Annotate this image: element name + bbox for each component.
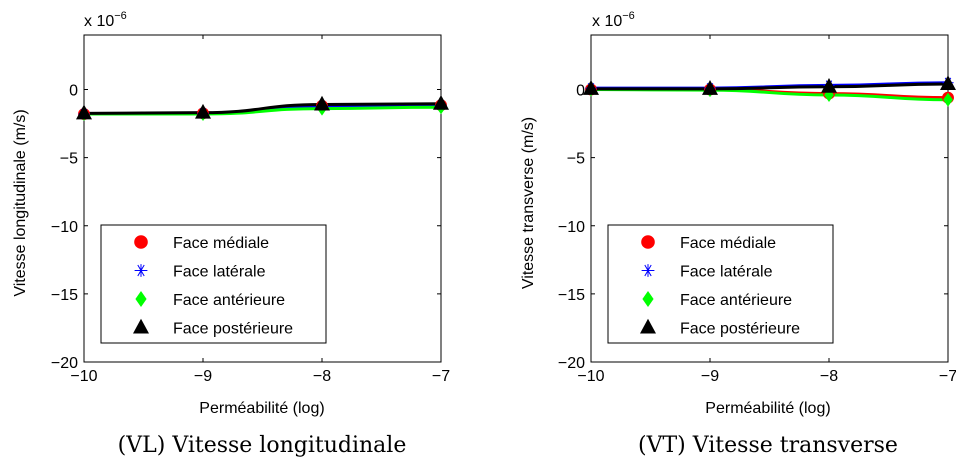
- data-point: [702, 80, 718, 95]
- data-point: [195, 103, 211, 119]
- legend-label: Face médiale: [173, 235, 269, 252]
- legend-label: Face latérale: [173, 264, 266, 281]
- figure-caption: (VT) Vitesse transverse: [638, 433, 898, 458]
- y-tick-label: 0: [576, 83, 585, 100]
- data-point: [76, 104, 92, 120]
- data-point: [314, 95, 330, 111]
- y-tick-label: −20: [558, 355, 585, 372]
- series-line-face-post-rieure: [83, 102, 442, 115]
- data-point: [943, 92, 953, 107]
- y-axis-label: Vitesse transverse (m/s): [520, 117, 537, 289]
- y-tick-label: −15: [51, 287, 78, 304]
- x-tick-label: −10: [577, 368, 604, 385]
- x-tick-label: −7: [939, 368, 956, 385]
- scale-label: x 10−6: [84, 10, 127, 30]
- x-axis-label: Perméabilité (log): [705, 400, 830, 417]
- series-line-face-post-rieure: [590, 82, 949, 91]
- legend-marker: [133, 318, 149, 334]
- x-tick-label: −9: [194, 368, 212, 385]
- y-tick-label: −5: [60, 151, 78, 168]
- y-tick-label: −10: [51, 219, 78, 236]
- scale-label: x 10−6: [592, 10, 635, 30]
- y-axis-label: Vitesse longitudinale (m/s): [12, 109, 29, 296]
- legend-marker: [135, 291, 147, 307]
- legend-label: Face postérieure: [680, 321, 800, 338]
- legend-marker: [134, 235, 148, 249]
- chart-panel-transverse: x 10−6 Vitesse transverse (m/s) Perméabi…: [520, 10, 956, 458]
- x-axis-label: Perméabilité (log): [199, 400, 324, 417]
- legend-label: Face antérieure: [173, 292, 285, 309]
- legend-marker: [641, 235, 655, 249]
- y-tick-label: 0: [69, 83, 78, 100]
- chart-panel-longitudinal: x 10−6 Vitesse longitudinale (m/s) Permé…: [12, 10, 450, 458]
- data-point: [821, 77, 837, 93]
- y-tick-label: −15: [558, 287, 585, 304]
- data-point: [433, 95, 449, 110]
- legend-marker: [134, 264, 148, 277]
- legend-label: Face médiale: [680, 235, 776, 252]
- x-tick-label: −10: [70, 368, 97, 385]
- legend-marker: [642, 291, 654, 307]
- data-point: [940, 75, 956, 91]
- y-tick-label: −10: [558, 219, 585, 236]
- data-point: [583, 80, 599, 95]
- x-tick-label: −7: [432, 368, 450, 385]
- x-tick-label: −9: [701, 368, 719, 385]
- y-tick-label: −5: [567, 151, 585, 168]
- x-tick-label: −8: [313, 368, 331, 385]
- figure-caption: (VL) Vitesse longitudinale: [118, 433, 407, 458]
- x-tick-label: −8: [820, 368, 838, 385]
- legend-label: Face latérale: [680, 264, 773, 281]
- legend-label: Face postérieure: [173, 321, 293, 338]
- legend-marker: [641, 264, 655, 277]
- legend-label: Face antérieure: [680, 292, 792, 309]
- legend-marker: [640, 318, 656, 334]
- y-tick-label: −20: [51, 355, 78, 372]
